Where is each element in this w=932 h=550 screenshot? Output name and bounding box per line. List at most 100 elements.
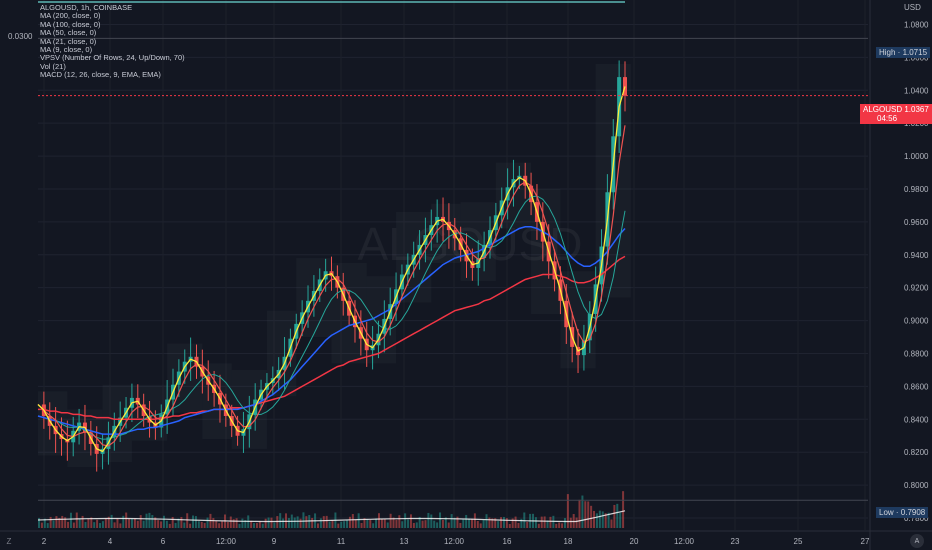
volume-bar: [590, 505, 593, 528]
volume-bar: [488, 517, 491, 528]
ma100-line: [37, 226, 626, 435]
volume-bar: [122, 515, 125, 528]
legend-ma9[interactable]: MA (9, close, 0): [40, 45, 93, 55]
volume-bar: [192, 515, 195, 528]
low-price-tag: Low · 0.7908: [876, 507, 929, 518]
volume-bar: [215, 520, 218, 528]
volume-bar: [43, 518, 46, 528]
volume-bar: [610, 519, 613, 528]
legend-ma100[interactable]: MA (100, close, 0): [40, 19, 101, 29]
time-tick-label: 6: [161, 537, 166, 546]
volume-bar: [566, 494, 569, 528]
volume-bar: [433, 520, 436, 528]
time-tick-label: 13: [400, 537, 409, 546]
volume-bar: [383, 519, 386, 528]
volume-bar: [558, 522, 561, 528]
volume-bar: [104, 518, 107, 528]
legend-volume[interactable]: Vol (21): [40, 61, 66, 71]
candle-body: [623, 77, 627, 96]
volume-bar: [154, 517, 157, 528]
volume-bar: [125, 512, 128, 528]
volume-bar: [520, 518, 523, 528]
volume-bar: [174, 522, 177, 528]
time-tick-label: 27: [861, 537, 870, 546]
volume-bar: [593, 510, 596, 528]
volume-bar: [67, 521, 70, 528]
volume-bar: [279, 513, 282, 528]
legend-ma21[interactable]: MA (21, close, 0): [40, 36, 97, 46]
volume-bar: [113, 522, 116, 528]
volume-bar: [430, 514, 433, 528]
volume-bar: [372, 523, 375, 528]
currency-label[interactable]: USD: [904, 3, 921, 12]
volume-bar: [93, 522, 96, 528]
volume-bar: [110, 514, 113, 528]
volume-bar: [412, 522, 415, 528]
symbol-line[interactable]: ALGOUSD, 1h, COINBASE: [40, 3, 133, 12]
volume-bar: [587, 501, 590, 528]
countdown: 04:56: [877, 114, 898, 123]
price-tick-label: 0.9400: [904, 251, 929, 260]
time-tick-label: 18: [564, 537, 573, 546]
price-tick-label: 0.9200: [904, 284, 929, 293]
volume-bar: [270, 517, 273, 528]
volume-bar: [261, 523, 264, 528]
legend-vpsv[interactable]: VPSV (Number Of Rows, 24, Up/Down, 70): [40, 53, 185, 63]
volume-bar: [162, 515, 165, 528]
volume-bar: [357, 513, 360, 528]
volume-bar: [264, 518, 267, 528]
volume-bar: [427, 512, 430, 528]
tradingview-logo-icon[interactable]: Z: [6, 536, 12, 546]
volume-bar: [229, 516, 232, 528]
volume-bar: [107, 516, 110, 528]
volume-bar: [273, 522, 276, 528]
volume-bar: [328, 521, 331, 528]
time-tick-label: 16: [503, 537, 512, 546]
volume-bar: [87, 518, 90, 528]
volume-bar: [250, 520, 253, 528]
price-tick-label: 0.9000: [904, 317, 929, 326]
volume-ma-line: [37, 510, 626, 523]
macd-tick-label: 0.0300: [8, 32, 33, 41]
volume-bar: [180, 516, 183, 528]
volume-bar: [340, 521, 343, 528]
price-tick-label: 0.7800: [904, 514, 929, 523]
time-tick-label: 12:00: [216, 537, 237, 546]
volume-bar: [537, 523, 540, 528]
volume-bar: [226, 522, 229, 528]
volume-bar: [75, 512, 78, 528]
volume-bar: [505, 518, 508, 528]
volume-bar: [395, 519, 398, 528]
volume-bar: [622, 491, 625, 528]
legend-ma50[interactable]: MA (50, close, 0): [40, 28, 97, 38]
volume-bar: [470, 518, 473, 528]
volume-bar: [351, 514, 354, 528]
volume-bar: [613, 504, 616, 528]
volume-bar: [407, 519, 410, 528]
volume-bar: [584, 501, 587, 528]
volume-bar: [555, 523, 558, 528]
volume-bar: [514, 516, 517, 528]
volume-bar: [409, 514, 412, 528]
volume-bar: [476, 521, 479, 528]
volume-bar: [479, 523, 482, 528]
auto-scale-button[interactable]: A: [910, 534, 924, 548]
volume-bar: [462, 519, 465, 528]
volume-bar: [491, 518, 494, 528]
legend-ma200[interactable]: MA (200, close, 0): [40, 11, 101, 21]
volume-profile-box: [102, 384, 132, 463]
volume-bar: [563, 518, 566, 528]
volume-bar: [305, 516, 308, 528]
volume-bar: [575, 517, 578, 528]
legend-macd[interactable]: MACD (12, 26, close, 9, EMA, EMA): [40, 70, 161, 80]
volume-bar: [258, 521, 261, 528]
volume-bar: [282, 518, 285, 528]
volume-bar: [316, 523, 319, 528]
volume-bar: [238, 523, 241, 528]
volume-bar: [302, 512, 305, 528]
volume-bar: [255, 523, 258, 528]
volume-bar: [497, 521, 500, 528]
volume-bar: [598, 510, 601, 528]
